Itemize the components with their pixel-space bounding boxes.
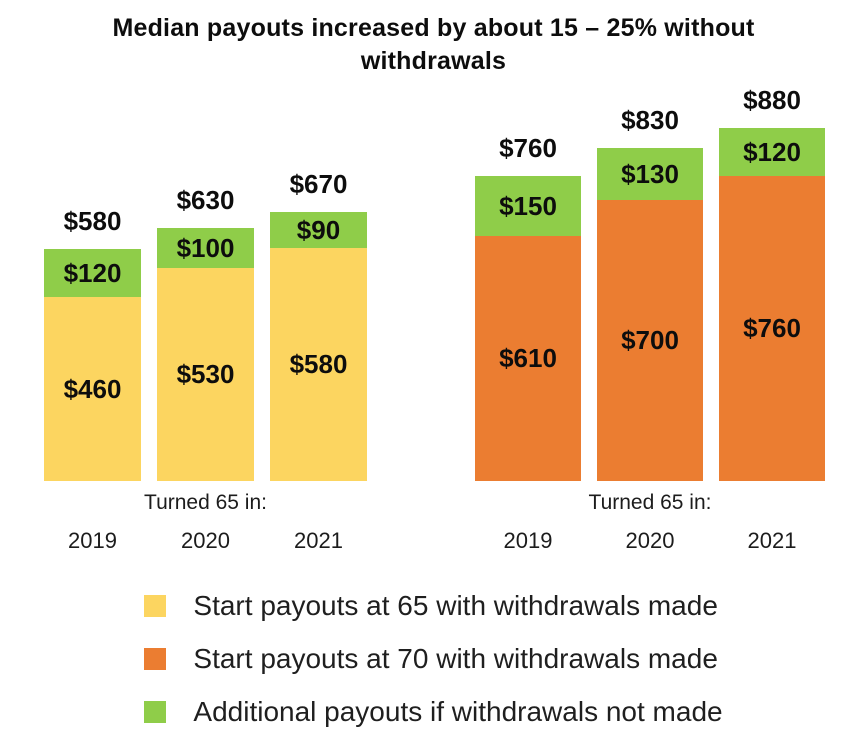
axis-label: Turned 65 in: xyxy=(588,491,712,514)
bar-total-label: $670 xyxy=(289,169,348,199)
bar-stack: $90 $580 xyxy=(270,212,367,481)
bar-total-label: $580 xyxy=(63,206,122,236)
year-label: 2021 xyxy=(294,528,343,553)
bar-stack: $150 $610 xyxy=(475,176,581,481)
legend-row: Start payouts at 70 with withdrawals mad… xyxy=(144,643,722,675)
bar-segment-additional: $90 xyxy=(270,212,367,248)
legend-swatch-icon xyxy=(144,648,167,670)
bar-group-start-65: $580 $120 $460 $630 $100 $530 $670 $90 $580 Turn… xyxy=(44,81,367,554)
bar-segment-additional: $150 xyxy=(475,176,581,236)
bar-stack: $130 $700 xyxy=(597,148,703,481)
bar-stack: $120 $460 xyxy=(44,249,141,481)
chart-area: $580 $120 $460 $630 $100 $530 $670 $90 $580 Turn… xyxy=(0,81,867,554)
bar-segment-base: $700 xyxy=(597,200,703,481)
year-label: 2019 xyxy=(503,528,553,553)
bar-total-label: $630 xyxy=(176,185,235,215)
bar-segment-additional: $130 xyxy=(597,148,703,200)
bar-column-start-payouts-70-2019: $760 $150 $610 xyxy=(475,81,581,481)
bar-total-label: $880 xyxy=(743,85,801,115)
legend-label: Start payouts at 70 with withdrawals mad… xyxy=(193,643,718,674)
legend-label: Start payouts at 65 with withdrawals mad… xyxy=(193,590,718,621)
bar-segment-base: $760 xyxy=(719,176,825,481)
bar-stack: $100 $530 xyxy=(157,228,254,481)
bars-row: $760 $150 $610 $830 $130 $700 $880 $120 $760 xyxy=(475,81,825,481)
year-label: 2020 xyxy=(181,528,230,553)
bar-column-start-payouts-65-2020: $630 $100 $530 xyxy=(157,81,254,481)
bar-segment-base: $460 xyxy=(44,297,141,481)
bar-segment-additional: $100 xyxy=(157,228,254,268)
bar-column-start-payouts-70-2021: $880 $120 $760 xyxy=(719,81,825,481)
bar-column-start-payouts-65-2019: $580 $120 $460 xyxy=(44,81,141,481)
bars-row: $580 $120 $460 $630 $100 $530 $670 $90 $580 xyxy=(44,81,367,481)
bar-segment-base: $610 xyxy=(475,236,581,481)
bar-segment-base: $580 xyxy=(270,248,367,481)
bar-total-label: $830 xyxy=(621,105,679,135)
legend-row: Start payouts at 65 with withdrawals mad… xyxy=(144,590,722,622)
legend-row: Additional payouts if withdrawals not ma… xyxy=(144,696,723,728)
bar-segment-additional: $120 xyxy=(44,249,141,297)
bar-column-start-payouts-65-2021: $670 $90 $580 xyxy=(270,81,367,481)
year-label: 2020 xyxy=(625,528,675,553)
bar-segment-base: $530 xyxy=(157,268,254,481)
bar-total-label: $760 xyxy=(499,133,557,163)
chart-title: Median payouts increased by about 15 – 2… xyxy=(112,14,755,75)
bar-stack: $120 $760 xyxy=(719,128,825,481)
axis-label: Turned 65 in: xyxy=(144,491,267,514)
bar-group-start-70: $760 $150 $610 $830 $130 $700 $880 $120 $760 Tur… xyxy=(475,81,825,554)
legend-swatch-icon xyxy=(144,595,167,617)
years-row: 2019 2020 2021 xyxy=(44,528,367,554)
year-label: 2021 xyxy=(747,528,797,553)
years-row: 2019 2020 2021 xyxy=(475,528,825,554)
legend-swatch-icon xyxy=(144,701,167,723)
bar-column-start-payouts-70-2020: $830 $130 $700 xyxy=(597,81,703,481)
legend-label: Additional payouts if withdrawals not ma… xyxy=(193,696,723,727)
bar-segment-additional: $120 xyxy=(719,128,825,176)
chart-legend: Start payouts at 65 with withdrawals mad… xyxy=(144,590,723,728)
year-label: 2019 xyxy=(68,528,117,553)
